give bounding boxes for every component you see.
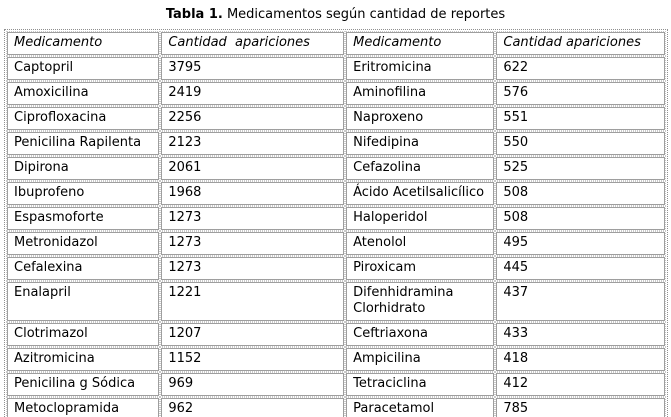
report-count-cell: 1273: [160, 256, 346, 281]
medication-name-cell: Ibuprofeno: [5, 181, 161, 206]
report-count-cell: 1207: [160, 322, 346, 347]
report-count-cell: 3795: [160, 56, 346, 81]
column-header-cantidad-left: Cantidad apariciones: [160, 31, 346, 56]
medications-table: Medicamento Cantidad apariciones Medicam…: [4, 29, 668, 417]
report-count-cell: 550: [495, 131, 666, 156]
report-count-cell: 445: [495, 256, 666, 281]
medication-name-cell: Difenhidramina Clorhidrato: [345, 281, 496, 322]
table-row: Penicilina g Sódica 969 Tetraciclina 412: [5, 372, 666, 397]
table-row: Metoclopramida 962 Paracetamol 785: [5, 397, 666, 417]
medication-name-cell: Ácido Acetilsalicílico: [345, 181, 496, 206]
medication-name-cell: Ampicilina: [345, 347, 496, 372]
report-count-cell: 437: [495, 281, 666, 322]
medication-name-cell: Nifedipina: [345, 131, 496, 156]
report-count-cell: 1273: [160, 231, 346, 256]
medication-name-cell: Piroxicam: [345, 256, 496, 281]
medication-name-cell: Aminofilina: [345, 81, 496, 106]
medication-name-cell: Ceftriaxona: [345, 322, 496, 347]
report-count-cell: 508: [495, 206, 666, 231]
medication-name-cell: Cefalexina: [5, 256, 161, 281]
medication-name-cell: Atenolol: [345, 231, 496, 256]
table-caption-text: Medicamentos según cantidad de reportes: [222, 7, 506, 22]
report-count-cell: 1273: [160, 206, 346, 231]
report-count-cell: 1221: [160, 281, 346, 322]
table-body: Captopril 3795 Eritromicina 622 Amoxicilina 2…: [5, 56, 666, 417]
report-count-cell: 551: [495, 106, 666, 131]
report-count-cell: 969: [160, 372, 346, 397]
report-count-cell: 576: [495, 81, 666, 106]
table-row: Captopril 3795 Eritromicina 622: [5, 56, 666, 81]
report-count-cell: 495: [495, 231, 666, 256]
report-count-cell: 508: [495, 181, 666, 206]
medication-name-cell: Amoxicilina: [5, 81, 161, 106]
table-row: Espasmoforte 1273 Haloperidol 508: [5, 206, 666, 231]
medication-name-cell: Naproxeno: [345, 106, 496, 131]
medication-name-cell: Penicilina Rapilenta: [5, 131, 161, 156]
table-caption-label: Tabla 1.: [165, 7, 223, 22]
table-row: Clotrimazol 1207 Ceftriaxona 433: [5, 322, 666, 347]
table-row: Ibuprofeno 1968 Ácido Acetilsalicílico 508: [5, 181, 666, 206]
report-count-cell: 525: [495, 156, 666, 181]
table-row: Dipirona 2061 Cefazolina 525: [5, 156, 666, 181]
medication-name-cell: Metoclopramida: [5, 397, 161, 417]
report-count-cell: 785: [495, 397, 666, 417]
column-header-cantidad-right: Cantidad apariciones: [495, 31, 666, 56]
report-count-cell: 1968: [160, 181, 346, 206]
medication-name-cell: Azitromicina: [5, 347, 161, 372]
medication-name-cell: Paracetamol: [345, 397, 496, 417]
medication-name-cell: Enalapril: [5, 281, 161, 322]
medication-name-cell: Cefazolina: [345, 156, 496, 181]
report-count-cell: 412: [495, 372, 666, 397]
medication-name-cell: Penicilina g Sódica: [5, 372, 161, 397]
table-row: Azitromicina 1152 Ampicilina 418: [5, 347, 666, 372]
medication-name-cell: Haloperidol: [345, 206, 496, 231]
column-header-medicamento-right: Medicamento: [345, 31, 496, 56]
report-count-cell: 962: [160, 397, 346, 417]
table-row: Metronidazol 1273 Atenolol 495: [5, 231, 666, 256]
report-count-cell: 622: [495, 56, 666, 81]
column-header-medicamento-left: Medicamento: [5, 31, 161, 56]
table-row: Enalapril 1221 Difenhidramina Clorhidrato 4…: [5, 281, 666, 322]
medication-name-cell: Metronidazol: [5, 231, 161, 256]
report-count-cell: 2419: [160, 81, 346, 106]
report-count-cell: 2123: [160, 131, 346, 156]
medication-name-cell: Clotrimazol: [5, 322, 161, 347]
medication-name-cell: Dipirona: [5, 156, 161, 181]
report-count-cell: 2061: [160, 156, 346, 181]
table-row: Penicilina Rapilenta 2123 Nifedipina 550: [5, 131, 666, 156]
table-caption: Tabla 1. Medicamentos según cantidad de …: [0, 0, 671, 23]
medication-name-cell: Tetraciclina: [345, 372, 496, 397]
report-count-cell: 2256: [160, 106, 346, 131]
medication-name-cell: Eritromicina: [345, 56, 496, 81]
header-row: Medicamento Cantidad apariciones Medicam…: [5, 31, 666, 56]
medication-name-cell: Captopril: [5, 56, 161, 81]
report-count-cell: 1152: [160, 347, 346, 372]
report-count-cell: 418: [495, 347, 666, 372]
medication-name-cell: Espasmoforte: [5, 206, 161, 231]
table-row: Ciprofloxacina 2256 Naproxeno 551: [5, 106, 666, 131]
table-row: Cefalexina 1273 Piroxicam 445: [5, 256, 666, 281]
report-count-cell: 433: [495, 322, 666, 347]
medication-name-cell: Ciprofloxacina: [5, 106, 161, 131]
table-row: Amoxicilina 2419 Aminofilina 576: [5, 81, 666, 106]
